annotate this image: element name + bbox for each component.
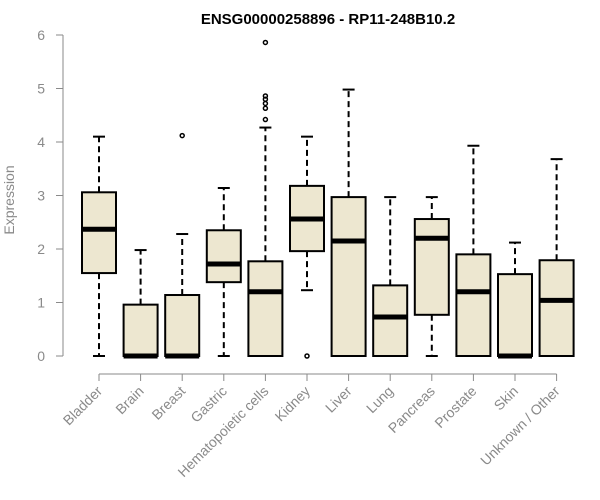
box-hematopoietic-cells <box>247 39 284 357</box>
outlier-point <box>262 105 269 112</box>
box-iqr <box>247 260 284 357</box>
box-unknown-other <box>538 158 575 357</box>
y-tick-label: 4 <box>37 134 45 150</box>
box-pancreas <box>413 196 450 357</box>
box-iqr <box>455 253 492 358</box>
box-iqr <box>538 259 575 357</box>
outlier-point <box>304 353 310 359</box>
y-tick-label: 2 <box>37 241 45 257</box>
boxes-group <box>81 39 575 359</box>
y-tick-label: 6 <box>37 27 45 43</box>
box-iqr <box>164 294 201 358</box>
box-kidney <box>289 135 325 359</box>
box-iqr <box>81 191 117 275</box>
outlier-point <box>262 100 269 107</box>
box-iqr <box>205 229 242 284</box>
outlier-point <box>262 93 269 99</box>
x-tick-label: Unknown / Other <box>477 383 563 469</box>
x-tick-label: Skin <box>491 383 522 414</box>
x-tick-label: Kidney <box>272 383 314 425</box>
x-tick-label: Prostate <box>431 383 479 431</box>
x-tick-label: Brain <box>112 383 146 417</box>
box-iqr <box>330 196 367 357</box>
chart-title: ENSG00000258896 - RP11-248B10.2 <box>201 11 455 28</box>
x-tick-label: Lung <box>363 383 396 416</box>
outlier-point <box>179 132 185 139</box>
box-liver <box>330 88 367 357</box>
box-iqr <box>122 303 159 358</box>
box-iqr <box>413 218 450 316</box>
box-skin <box>497 241 533 359</box>
y-tick-label: 1 <box>37 295 45 311</box>
box-iqr <box>372 284 409 358</box>
y-tick-label: 0 <box>37 348 45 364</box>
outlier-point <box>262 39 269 46</box>
y-tick-label: 5 <box>37 81 45 97</box>
box-breast <box>164 132 201 359</box>
box-prostate <box>455 144 492 358</box>
x-tick-label: Bladder <box>60 383 106 429</box>
y-axis-label: Expression <box>1 165 17 234</box>
box-gastric <box>205 187 242 357</box>
x-tick-label: Liver <box>322 383 355 416</box>
y-axis: 0 1 2 3 4 5 6 <box>37 27 64 364</box>
x-tick-label: Breast <box>148 383 188 423</box>
box-bladder <box>81 135 117 357</box>
y-tick-label: 3 <box>37 188 45 204</box>
box-iqr <box>497 273 533 357</box>
outlier-point <box>262 96 269 102</box>
box-lung <box>372 196 409 358</box>
box-brain <box>122 249 159 359</box>
outlier-point <box>262 116 269 123</box>
